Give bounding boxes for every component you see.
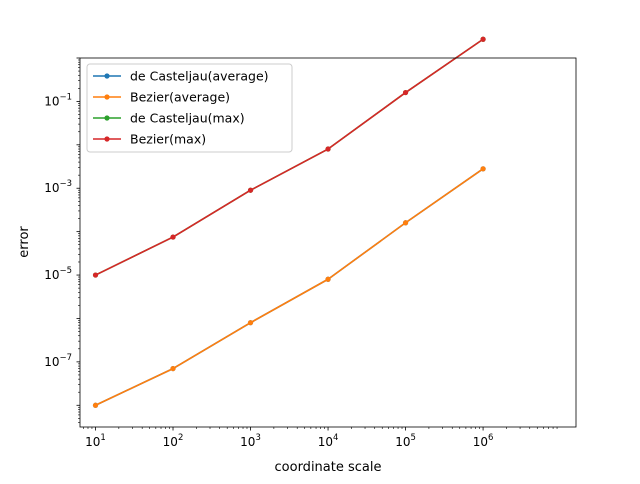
series-1 [92, 166, 486, 408]
data-point [170, 234, 176, 240]
data-point [247, 320, 254, 326]
series-3 [92, 36, 486, 278]
data-point [247, 187, 254, 193]
legend-marker [104, 94, 110, 100]
data-point [92, 272, 99, 278]
legend-marker [104, 73, 110, 79]
legend-item: de Casteljau(average) [93, 69, 269, 84]
series-line [95, 168, 484, 407]
legend-label: de Casteljau(average) [130, 69, 269, 84]
series-layer [92, 36, 486, 408]
data-point [170, 365, 176, 372]
data-point [480, 166, 486, 172]
data-point [325, 146, 331, 152]
data-point [92, 402, 99, 408]
legend-box [86, 63, 293, 153]
data-point [402, 220, 409, 226]
legend-label: Bezier(average) [130, 90, 230, 105]
legend-item: Bezier(max) [93, 132, 206, 147]
legend-item: Bezier(average) [93, 90, 230, 105]
legend-marker [104, 136, 110, 142]
legend-item: de Casteljau(max) [93, 111, 245, 126]
y-axis: 10−710−510−310−1 [44, 57, 80, 423]
legend-marker [104, 115, 110, 121]
data-point [325, 276, 331, 282]
legend: de Casteljau(average) Bezier(average) de C… [86, 63, 293, 153]
data-point [480, 36, 486, 42]
legend-label: de Casteljau(max) [130, 111, 245, 126]
data-point [402, 89, 409, 96]
series-line [95, 38, 484, 276]
legend-label: Bezier(max) [130, 132, 206, 147]
x-axis-label: coordinate scale [275, 460, 382, 475]
y-axis-label: error [17, 226, 32, 258]
